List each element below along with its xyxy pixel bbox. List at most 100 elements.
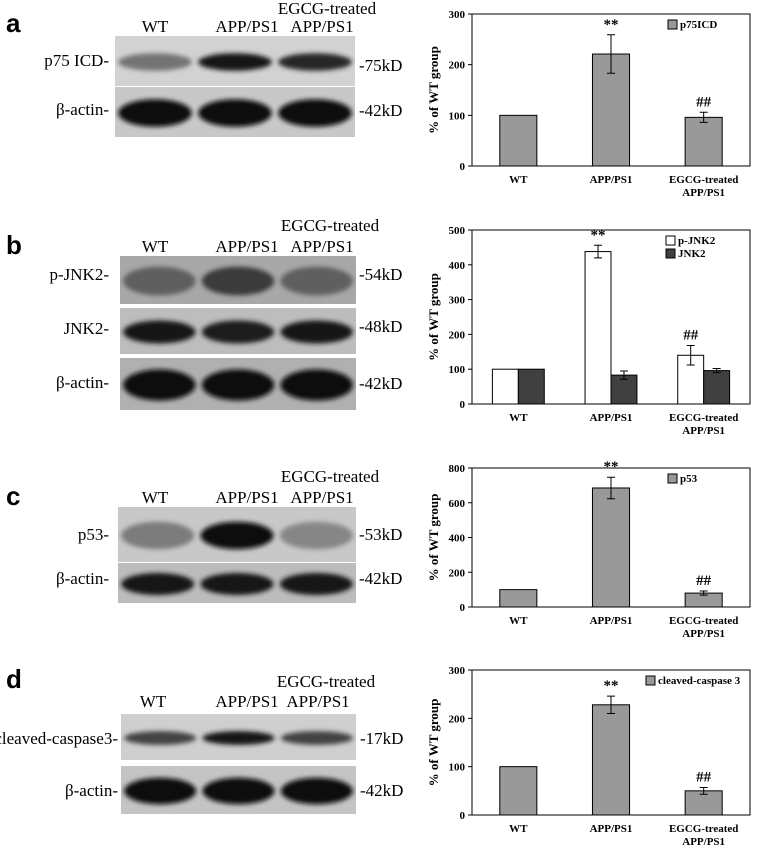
legend-label: JNK2 (678, 248, 706, 260)
y-tick-label: 100 (449, 762, 466, 774)
legend-swatch (665, 248, 676, 259)
kd-marker: -42kD (359, 101, 403, 120)
y-axis-label: % of WT group (426, 494, 441, 582)
significance-marker: ** (604, 459, 619, 475)
blot-row-label: JNK2- (63, 319, 109, 338)
chart-svg: 0 200 400 600 800 % of WT group WT APP/PS1 ** EGC… (426, 459, 751, 640)
kd-marker: -54kD (359, 265, 403, 284)
error-bar (699, 111, 708, 123)
bar (499, 114, 538, 167)
y-tick-label: 100 (449, 110, 466, 122)
error-bar (686, 345, 695, 366)
x-tick-label: APP/PS1 (590, 823, 633, 835)
chart-svg: 0 100 200 300 % of WT group WT APP/PS1 ** EGCG-t… (426, 665, 751, 848)
lane-label-wt: WT (141, 17, 169, 36)
blot-row-label: p53- (77, 525, 109, 544)
bar (499, 589, 538, 608)
kd-marker: -42kD (359, 374, 403, 393)
blot-strip-actin (118, 563, 356, 603)
bar (684, 116, 723, 167)
x-tick-label: WT (509, 412, 528, 424)
legend-swatch (667, 473, 678, 484)
panel-label: b (6, 230, 22, 260)
panel-label: d (6, 664, 22, 694)
lane-label-egcg: APP/PS1 (290, 237, 354, 256)
lane-label-egcg: APP/PS1 (290, 488, 354, 507)
treated-label: EGCG-treated (280, 216, 380, 235)
y-tick-label: 800 (449, 463, 466, 475)
bar (591, 704, 631, 816)
y-axis-label: % of WT group (426, 46, 441, 134)
bar (584, 251, 612, 405)
lane-label-wt: WT (141, 488, 169, 507)
y-tick-label: 200 (449, 329, 466, 341)
x-tick-label: APP/PS1 (590, 615, 633, 627)
error-bar (699, 786, 708, 795)
blot-row-label: β-actin- (55, 373, 109, 392)
y-tick-label: 300 (449, 9, 466, 21)
blot-row-label: β-actin- (64, 781, 118, 800)
bar-chart-a: 0 100 200 300 % of WT group WT APP/PS1 ** EGCG-t… (420, 4, 760, 204)
bar (491, 368, 519, 405)
significance-marker: ## (696, 573, 712, 589)
blot-strip-caspase3 (121, 714, 356, 760)
kd-marker: -53kD (359, 525, 403, 544)
panel-a: a WT APP/PS1 EGCG-treated APP/PS1 p75 IC… (0, 0, 761, 205)
bar-chart-c: 0 200 400 600 800 % of WT group WT APP/PS1 ** EGC… (420, 458, 760, 645)
y-tick-label: 0 (460, 810, 466, 822)
error-bar (699, 590, 708, 596)
blot-strip-p75 (115, 36, 355, 86)
significance-marker: ** (604, 17, 619, 33)
legend-swatch (645, 675, 656, 686)
blot-row-label: cleaved-caspase3- (0, 729, 118, 748)
x-tick-label: APP/PS1 (682, 628, 725, 640)
x-tick-label: APP/PS1 (590, 174, 633, 186)
blot-strip-pjnk2 (120, 256, 356, 304)
blot-strip-actin (120, 358, 356, 410)
y-tick-label: 500 (449, 225, 466, 237)
x-tick-label: EGCG-treated (669, 615, 738, 627)
lane-label-wt: WT (139, 692, 167, 711)
y-tick-label: 0 (460, 161, 466, 173)
y-tick-label: 300 (449, 665, 466, 677)
y-tick-label: 600 (449, 498, 466, 510)
lane-label-egcg: APP/PS1 (290, 17, 354, 36)
treated-label: EGCG-treated (280, 467, 380, 486)
panel-d: d WT APP/PS1 EGCG-treated APP/PS1 cleave… (0, 660, 761, 853)
error-bar (607, 34, 615, 74)
x-tick-label: APP/PS1 (682, 425, 725, 437)
chart-svg: 0 100 200 300 % of WT group WT APP/PS1 ** EGCG-t… (426, 9, 751, 199)
legend-swatch (665, 235, 676, 246)
treated-label: EGCG-treated (276, 672, 376, 691)
blot-strip-p53 (118, 507, 356, 562)
kd-marker: -42kD (360, 781, 404, 800)
lane-label-app: APP/PS1 (215, 488, 279, 507)
x-tick-label: EGCG-treated (669, 823, 738, 835)
panel-c: c WT APP/PS1 EGCG-treated APP/PS1 p53- -… (0, 455, 761, 645)
x-tick-label: WT (509, 615, 528, 627)
y-tick-label: 200 (449, 60, 466, 72)
significance-marker: ## (696, 769, 712, 785)
kd-marker: -48kD (359, 317, 403, 336)
bar (591, 487, 631, 608)
y-tick-label: 300 (449, 295, 466, 307)
blot-row-label: p75 ICD- (44, 51, 109, 70)
significance-marker: ** (604, 678, 619, 694)
treated-label: EGCG-treated (277, 0, 377, 18)
x-tick-label: EGCG-treated (669, 412, 738, 424)
y-tick-label: 200 (449, 567, 466, 579)
lane-label-app: APP/PS1 (215, 237, 279, 256)
blot-row-label: β-actin- (55, 100, 109, 119)
legend-label: p53 (680, 473, 698, 485)
panel-b: b WT APP/PS1 EGCG-treated APP/PS1 p-JNK2… (0, 212, 761, 442)
y-axis-label: % of WT group (426, 699, 441, 787)
kd-marker: -42kD (359, 569, 403, 588)
bar (517, 368, 545, 405)
y-tick-label: 0 (460, 602, 466, 614)
panel-label: c (6, 481, 21, 511)
blot-strip-actin (121, 766, 356, 814)
x-tick-label: APP/PS1 (682, 187, 725, 199)
x-tick-label: WT (509, 174, 528, 186)
legend-label: cleaved-caspase 3 (658, 675, 741, 687)
y-tick-label: 100 (449, 364, 466, 376)
